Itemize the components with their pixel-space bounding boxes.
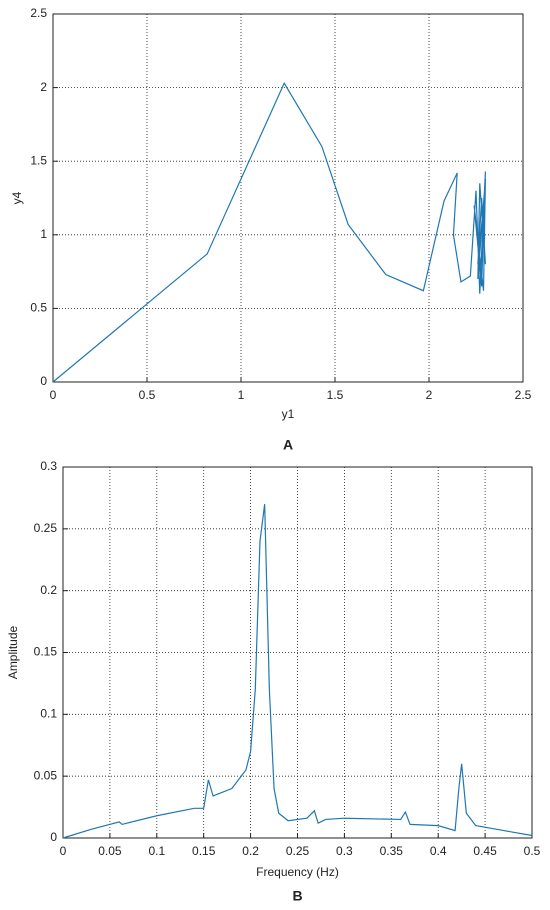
y-tick-label: 0.3 [40,459,57,473]
x-tick-label: 2 [426,388,433,402]
x-tick-label: 0.15 [192,844,216,858]
y-tick-label: 0 [40,374,47,388]
y-tick-label: 1 [40,227,47,241]
y-tick-label: 0 [50,830,57,844]
x-tick-label: 0.05 [98,844,122,858]
y-axis-label: Amplitude [6,626,20,680]
y-tick-label: 0.15 [34,645,58,659]
x-tick-label: 0 [60,844,67,858]
y-tick-label: 0.05 [34,768,58,782]
y-tick-label: 0.2 [40,583,57,597]
x-tick-label: 1 [238,388,245,402]
plot-frame [52,13,524,383]
x-tick-label: 0.5 [524,844,541,858]
plot-frame [62,466,533,839]
plot-area [53,14,523,382]
caption: B [292,888,302,904]
y-tick-label: 2.5 [30,6,47,20]
x-tick-label: 0.45 [473,844,497,858]
data-line [52,81,486,383]
x-tick-label: 0.35 [380,844,404,858]
x-tick-label: 0.2 [242,844,259,858]
y-axis-label: y4 [10,191,24,204]
x-tick-label: 0.25 [286,844,310,858]
x-tick-label: 0.3 [336,844,353,858]
x-tick-label: 0.5 [139,388,156,402]
data-line [62,504,533,839]
y-tick-label: 0.25 [34,521,58,535]
x-axis-label: y1 [282,407,295,421]
x-tick-label: 2.5 [515,388,532,402]
x-tick-label: 0.4 [430,844,447,858]
y-tick-label: 1.5 [30,153,47,167]
x-axis-label: Frequency (Hz) [256,865,339,879]
x-tick-label: 0 [50,388,57,402]
x-tick-label: 1.5 [327,388,344,402]
y-tick-label: 0.5 [30,301,47,315]
x-tick-label: 0.1 [148,844,165,858]
caption: A [283,437,293,453]
y-tick-label: 0.1 [40,707,57,721]
y-tick-label: 2 [40,80,47,94]
